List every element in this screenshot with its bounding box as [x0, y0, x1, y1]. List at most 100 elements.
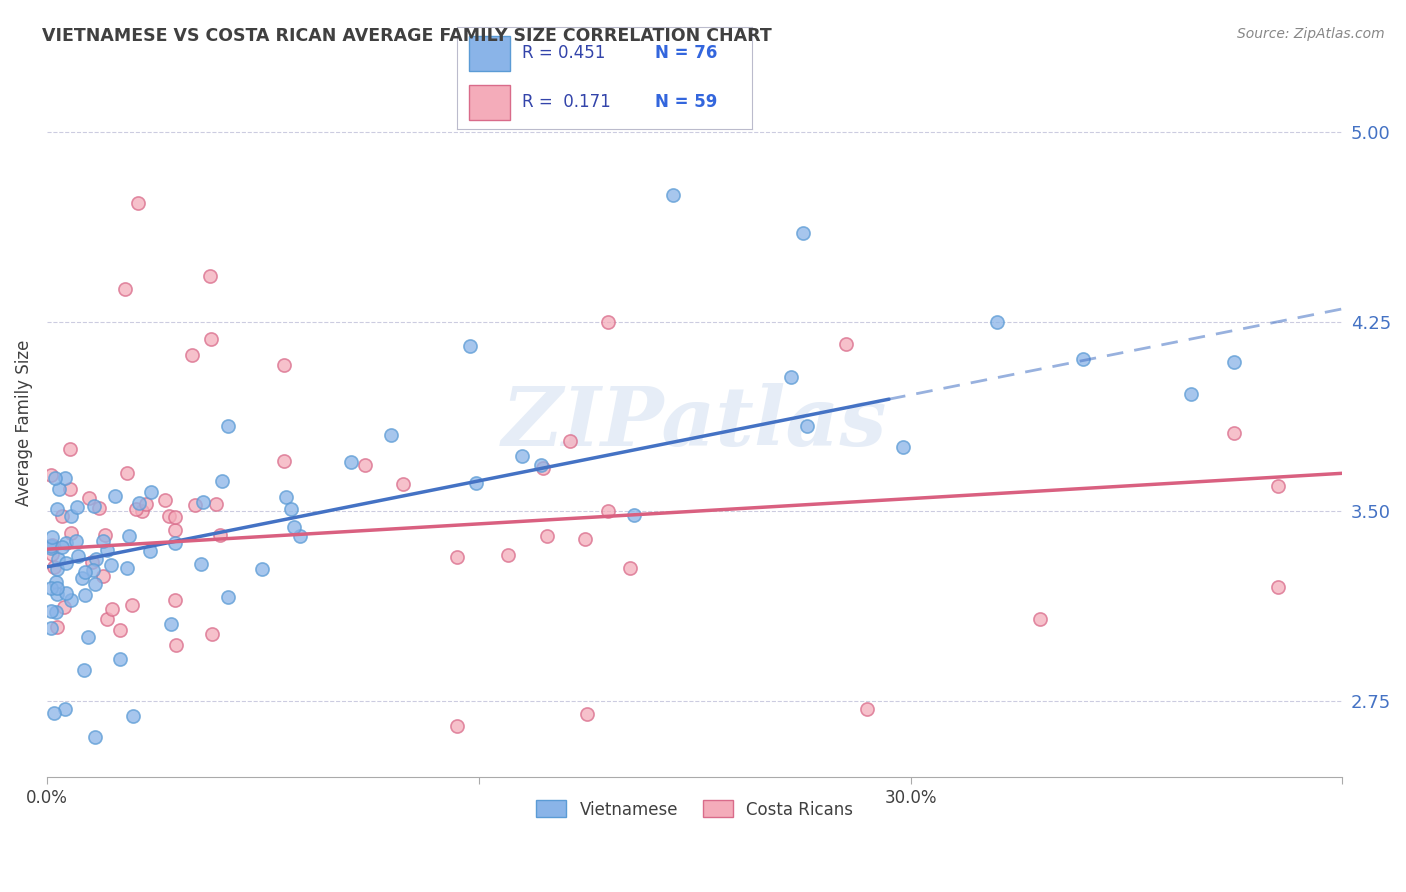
Point	[1223, 355, 1246, 369]
Point	[60, 526, 83, 541]
Point	[200, 269, 222, 284]
Point	[41, 538, 63, 552]
Point	[73, 566, 96, 580]
Point	[274, 490, 297, 504]
Point	[125, 501, 148, 516]
Point	[45, 575, 67, 590]
Y-axis label: Average Family Size: Average Family Size	[15, 340, 32, 506]
Point	[75, 588, 97, 602]
Point	[1267, 479, 1289, 493]
Point	[191, 495, 214, 509]
Point	[48, 552, 70, 566]
Point	[101, 602, 124, 616]
Point	[66, 500, 89, 514]
Point	[39, 541, 62, 555]
Point	[115, 466, 138, 480]
Point	[41, 547, 63, 561]
Point	[77, 631, 100, 645]
Point	[496, 549, 519, 563]
Point	[835, 337, 858, 351]
Point	[354, 458, 377, 473]
Text: Source: ZipAtlas.com: Source: ZipAtlas.com	[1237, 27, 1385, 41]
Point	[82, 563, 104, 577]
Point	[598, 314, 620, 328]
Point	[59, 442, 82, 456]
Point	[856, 701, 879, 715]
Point	[200, 332, 222, 346]
Point	[217, 418, 239, 433]
Point	[114, 282, 136, 296]
Point	[208, 527, 231, 541]
Point	[986, 314, 1008, 328]
Point	[96, 542, 118, 557]
Point	[52, 599, 75, 614]
Legend: Vietnamese, Costa Ricans: Vietnamese, Costa Ricans	[530, 794, 860, 825]
Point	[1223, 425, 1246, 440]
Text: VIETNAMESE VS COSTA RICAN AVERAGE FAMILY SIZE CORRELATION CHART: VIETNAMESE VS COSTA RICAN AVERAGE FAMILY…	[42, 27, 772, 45]
Point	[135, 497, 157, 511]
Point	[458, 338, 481, 352]
Point	[201, 626, 224, 640]
Point	[283, 519, 305, 533]
Point	[82, 555, 104, 569]
Point	[273, 454, 295, 468]
Point	[796, 419, 818, 434]
Point	[139, 543, 162, 558]
Point	[446, 719, 468, 733]
Point	[165, 510, 187, 524]
Point	[598, 504, 620, 518]
Bar	[468, 36, 510, 70]
Point	[273, 358, 295, 372]
Text: N = 76: N = 76	[655, 45, 717, 62]
Point	[121, 598, 143, 612]
Point	[83, 577, 105, 591]
Point	[39, 621, 62, 635]
Point	[41, 530, 63, 544]
Point	[1071, 352, 1094, 367]
Point	[153, 492, 176, 507]
Point	[380, 427, 402, 442]
Point	[59, 483, 82, 497]
Text: N = 59: N = 59	[655, 93, 717, 111]
Point	[59, 509, 82, 524]
Point	[115, 560, 138, 574]
Point	[464, 476, 486, 491]
Point	[39, 604, 62, 618]
Point	[121, 709, 143, 723]
Point	[891, 440, 914, 454]
Point	[662, 188, 685, 202]
Point	[536, 529, 558, 543]
Point	[623, 508, 645, 522]
Point	[39, 467, 62, 482]
Point	[55, 585, 77, 599]
Point	[83, 499, 105, 513]
Point	[252, 561, 274, 575]
Point	[84, 731, 107, 745]
Point	[205, 497, 228, 511]
Point	[45, 587, 67, 601]
Text: ZIPatlas: ZIPatlas	[502, 383, 887, 463]
Point	[53, 471, 76, 485]
Point	[60, 592, 83, 607]
Point	[1180, 387, 1202, 401]
Point	[42, 559, 65, 574]
Point	[531, 461, 554, 475]
Point	[560, 434, 582, 448]
Point	[45, 605, 67, 619]
Point	[163, 592, 186, 607]
Point	[44, 471, 66, 485]
Point	[46, 502, 69, 516]
Point	[160, 616, 183, 631]
Point	[84, 552, 107, 566]
Point	[1029, 611, 1052, 625]
Point	[163, 536, 186, 550]
Point	[392, 476, 415, 491]
Point	[211, 474, 233, 488]
Text: R =  0.171: R = 0.171	[522, 93, 610, 111]
Point	[165, 638, 187, 652]
Point	[51, 508, 73, 523]
Point	[42, 706, 65, 721]
Point	[73, 663, 96, 677]
Point	[39, 539, 62, 553]
Point	[55, 556, 77, 570]
